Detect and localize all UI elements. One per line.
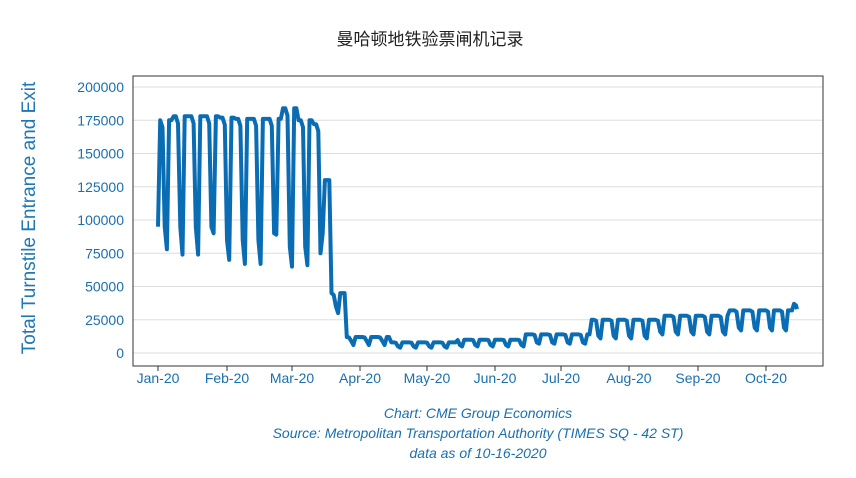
y-axis-ticks: 0 25000 50000 75000 100000 125000 150000 175000… (77, 79, 124, 361)
x-tick-label: May-20 (404, 370, 451, 386)
chart-title: 曼哈顿地铁验票闸机记录 (337, 30, 524, 50)
y-axis-label: Total Turnstile Entrance and Exit (19, 81, 40, 354)
x-tick-label: Mar-20 (270, 370, 315, 386)
y-tick-label: 200000 (77, 79, 124, 95)
caption-line-1: Chart: CME Group Economics (384, 405, 572, 421)
y-tick-label: 100000 (77, 212, 124, 228)
y-tick-label: 25000 (85, 312, 124, 328)
x-tick-label: Jun-20 (474, 370, 517, 386)
x-tick-label: Apr-20 (339, 370, 381, 386)
x-tick-label: Jul-20 (542, 370, 580, 386)
x-tick-label: Jan-20 (137, 370, 180, 386)
gridlines (133, 86, 823, 354)
x-axis-ticks: Jan-20 Feb-20 Mar-20 Apr-20 May-20 Jun-20 Jul-… (137, 366, 787, 386)
y-tick-label: 150000 (77, 146, 124, 162)
caption-line-3: data as of 10-16-2020 (410, 445, 547, 461)
y-tick-label: 175000 (77, 112, 124, 128)
series-line (156, 106, 799, 350)
y-tick-label: 0 (116, 345, 124, 361)
x-tick-label: Oct-20 (745, 370, 787, 386)
y-tick-label: 125000 (77, 179, 124, 195)
x-tick-label: Sep-20 (675, 370, 720, 386)
caption-line-2: Source: Metropolitan Transportation Auth… (273, 425, 684, 441)
plot-frame (132, 75, 824, 367)
x-tick-label: Aug-20 (606, 370, 651, 386)
y-tick-label: 75000 (85, 245, 124, 261)
y-tick-label: 50000 (85, 279, 124, 295)
x-tick-label: Feb-20 (205, 370, 250, 386)
